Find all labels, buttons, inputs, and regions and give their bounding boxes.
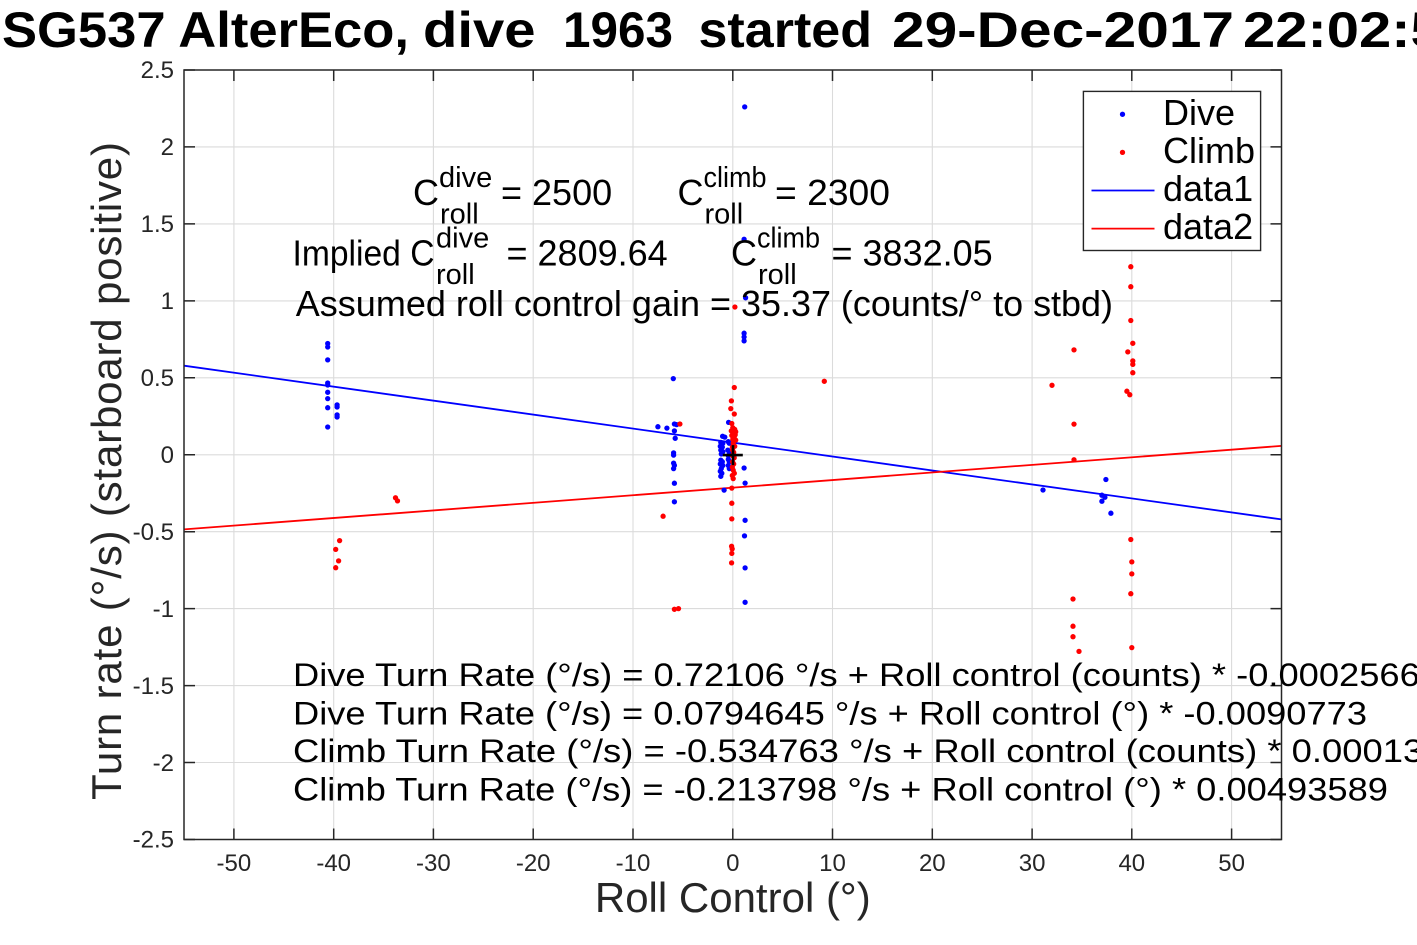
svg-text:Dive: Dive (1163, 92, 1235, 133)
svg-text:Turn rate (°/s) (starboard pos: Turn rate (°/s) (starboard positive) (83, 142, 130, 800)
svg-text:-0.5: -0.5 (133, 519, 174, 546)
svg-text:2.5: 2.5 (141, 57, 174, 84)
svg-text:Dive Turn Rate (°/s) = 0.72106: Dive Turn Rate (°/s) = 0.72106 °/s + Rol… (293, 657, 1417, 693)
svg-text:started: started (699, 2, 873, 58)
svg-text:0: 0 (161, 442, 174, 469)
svg-text:29-Dec-2017: 29-Dec-2017 (892, 2, 1234, 58)
svg-text:climb: climb (704, 162, 767, 194)
svg-text:22:02:59: 22:02:59 (1243, 2, 1417, 58)
svg-text:SG537 AlterEco,: SG537 AlterEco, (2, 2, 409, 58)
svg-text:20: 20 (919, 850, 946, 877)
svg-text:-20: -20 (516, 850, 551, 877)
svg-text:data2: data2 (1163, 206, 1253, 247)
svg-text:Assumed roll control gain =: Assumed roll control gain = (296, 283, 731, 324)
svg-text:roll: roll (436, 259, 475, 291)
svg-text:40: 40 (1118, 850, 1145, 877)
svg-text:-30: -30 (416, 850, 451, 877)
svg-text:10: 10 (819, 850, 846, 877)
svg-text:-1.5: -1.5 (133, 673, 174, 700)
svg-text:dive: dive (439, 162, 492, 194)
svg-text:dive: dive (436, 223, 489, 255)
svg-text:-2: -2 (153, 750, 174, 777)
svg-text:0: 0 (726, 850, 739, 877)
svg-text:1: 1 (161, 288, 174, 315)
svg-text:Dive Turn Rate (°/s) = 0.07946: Dive Turn Rate (°/s) = 0.0794645 °/s + R… (293, 695, 1367, 731)
svg-text:-50: -50 (217, 850, 252, 877)
svg-text:-2.5: -2.5 (133, 827, 174, 854)
svg-text:= 2809.64: = 2809.64 (507, 233, 668, 274)
svg-text:C: C (731, 233, 757, 274)
svg-text:C: C (413, 172, 439, 213)
svg-text:C: C (678, 172, 704, 213)
svg-text:30: 30 (1019, 850, 1046, 877)
svg-text:roll: roll (440, 199, 479, 231)
svg-text:35.37 (counts/° to stbd): 35.37 (counts/° to stbd) (741, 283, 1113, 324)
svg-text:-1: -1 (153, 596, 174, 623)
svg-text:Climb Turn Rate (°/s) = -0.213: Climb Turn Rate (°/s) = -0.213798 °/s + … (293, 771, 1388, 807)
svg-text:50: 50 (1218, 850, 1245, 877)
svg-text:= 3832.05: = 3832.05 (832, 233, 993, 274)
svg-text:1.5: 1.5 (141, 211, 174, 238)
svg-text:-40: -40 (316, 850, 351, 877)
svg-text:climb: climb (757, 223, 820, 255)
svg-text:roll: roll (758, 259, 797, 291)
svg-text:1963: 1963 (563, 2, 673, 58)
svg-text:= 2500: = 2500 (501, 172, 612, 213)
svg-text:data1: data1 (1163, 168, 1253, 209)
svg-text:2: 2 (161, 134, 174, 161)
svg-text:Climb Turn Rate (°/s) = -0.534: Climb Turn Rate (°/s) = -0.534763 °/s + … (293, 733, 1417, 769)
svg-text:0.5: 0.5 (141, 365, 174, 392)
svg-text:-10: -10 (616, 850, 651, 877)
svg-text:= 2300: = 2300 (775, 172, 890, 213)
svg-text:dive: dive (423, 2, 536, 58)
svg-text:Climb: Climb (1163, 130, 1255, 171)
svg-text:Implied C: Implied C (293, 233, 435, 274)
svg-text:Roll Control (°): Roll Control (°) (595, 874, 871, 921)
svg-text:roll: roll (705, 199, 744, 231)
